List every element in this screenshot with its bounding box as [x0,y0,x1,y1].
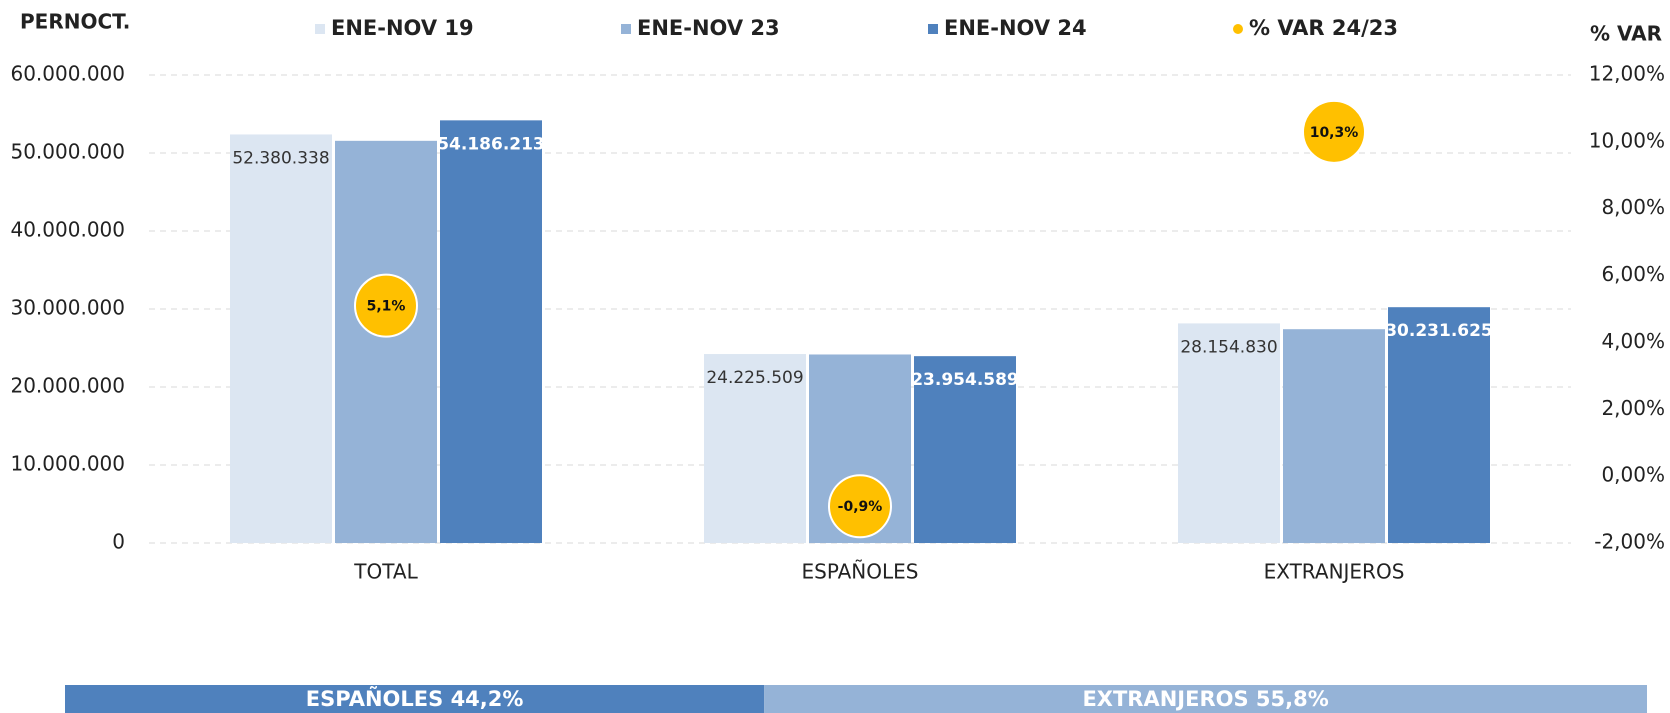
y2-axis-title: % VAR [1590,22,1662,46]
legend-swatch [621,24,631,34]
y2-tick-label: -2,00% [1594,530,1665,554]
data-label: 54.186.213 [437,134,545,154]
y2-tick-label: 12,00% [1589,62,1665,86]
x-tick-label: TOTAL [353,560,418,584]
bar [914,356,1016,543]
y-tick-label: 10.000.000 [10,452,125,476]
y2-tick-label: 4,00% [1601,329,1665,353]
data-label: 28.154.830 [1180,337,1277,357]
y-tick-label: 50.000.000 [10,140,125,164]
data-label: 23.954.589 [911,370,1019,390]
y2-tick-label: 0,00% [1601,463,1665,487]
legend-label: ENE-NOV 23 [637,16,780,40]
y-tick-label: 20.000.000 [10,374,125,398]
legend-label: % VAR 24/23 [1249,16,1398,40]
legend-label: ENE-NOV 24 [944,16,1087,40]
share-label: ESPAÑOLES 44,2% [306,686,524,711]
bar [1178,323,1280,543]
data-label: 10,3% [1310,125,1359,141]
bar [704,354,806,543]
y-tick-label: 40.000.000 [10,218,125,242]
x-tick-label: EXTRANJEROS [1264,560,1405,584]
var-dot [1302,99,1366,164]
data-label: 52.380.338 [232,148,329,168]
y2-tick-label: 10,00% [1589,128,1665,152]
bar [230,134,332,544]
y-axis-title: PERNOCT. [20,10,130,34]
y2-tick-label: 6,00% [1601,262,1665,286]
legend-swatch [928,24,938,34]
var-dot [354,273,418,338]
y-tick-label: 0 [112,530,125,554]
bar [335,140,437,543]
bar [1283,329,1385,543]
share-segment [65,685,765,713]
bar [440,120,542,544]
data-label: 5,1% [367,299,406,315]
data-label: 24.225.509 [706,368,803,388]
var-dot [828,474,892,539]
data-label: -0,9% [838,499,883,515]
legend-label: ENE-NOV 19 [331,16,474,40]
x-tick-label: ESPAÑOLES [802,560,919,584]
y2-tick-label: 2,00% [1601,396,1665,420]
share-segment [764,685,1647,713]
y-tick-label: 60.000.000 [10,62,125,86]
share-label: EXTRANJEROS 55,8% [1082,687,1328,711]
y2-tick-label: 8,00% [1601,195,1665,219]
bar [1388,307,1490,543]
y-tick-label: 30.000.000 [10,296,125,320]
legend-swatch [1233,24,1243,34]
legend-swatch [315,24,325,34]
data-label: 30.231.625 [1385,321,1493,341]
